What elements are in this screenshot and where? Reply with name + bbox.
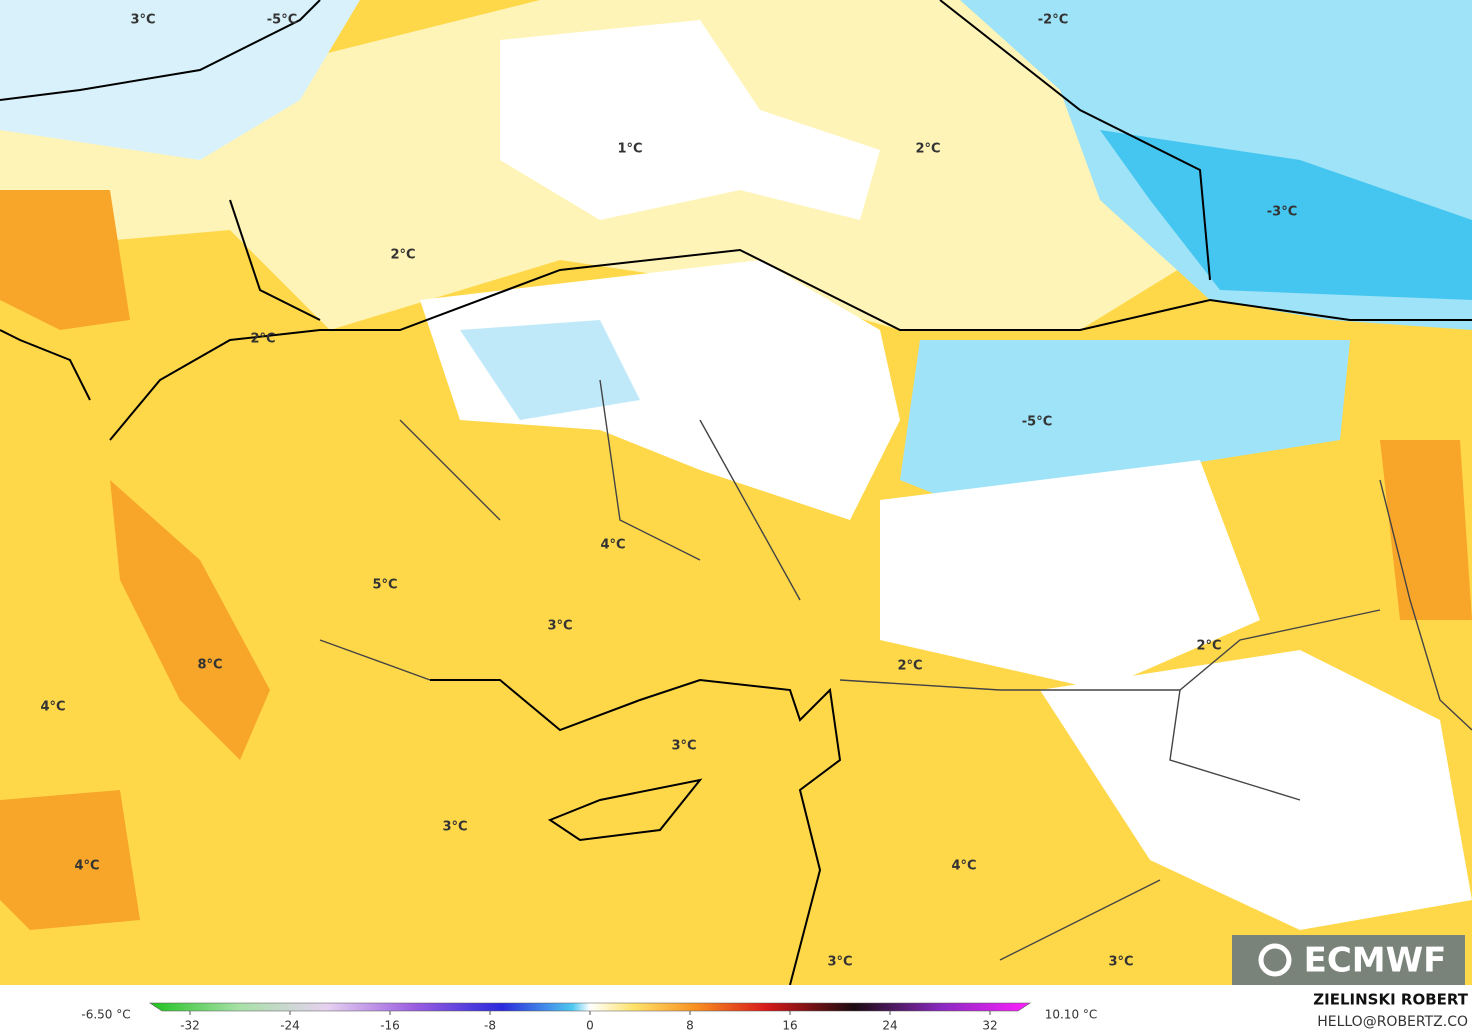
- temperature-label: 8°C: [197, 658, 222, 673]
- temperature-label: 4°C: [951, 859, 976, 874]
- warm-area: [1380, 440, 1472, 620]
- temperature-label: 3°C: [130, 13, 155, 28]
- temperature-label: 2°C: [1196, 639, 1221, 654]
- temperature-label: 2°C: [915, 142, 940, 157]
- temperature-label: 5°C: [372, 578, 397, 593]
- temperature-label: -2°C: [1038, 13, 1068, 28]
- logo-box: [1232, 935, 1465, 985]
- logo-text: ECMWF: [1304, 941, 1447, 981]
- colorbar-tick-label: 8: [686, 1019, 694, 1033]
- logo-icon: [1258, 943, 1292, 977]
- colorbar-tick-label: 32: [982, 1019, 997, 1033]
- temperature-label: 2°C: [250, 332, 275, 347]
- colorbar-tick-label: -32: [180, 1019, 200, 1033]
- temperature-label: -3°C: [1267, 205, 1297, 220]
- temperature-label: 4°C: [600, 538, 625, 553]
- colorbar-tick-label: 24: [882, 1019, 897, 1033]
- colorbar-max: 10.10 °C: [1045, 1008, 1098, 1022]
- cool-area: [1040, 650, 1472, 930]
- map: [0, 0, 1472, 986]
- cold-area: [0, 0, 360, 160]
- cool-area: [880, 460, 1260, 690]
- warm-area: [110, 480, 270, 760]
- temperature-label: 1°C: [617, 142, 642, 157]
- cold-area: [1100, 130, 1472, 300]
- colorbar-tick-label: -16: [380, 1019, 400, 1033]
- warm-area: [0, 790, 140, 930]
- coastline: [0, 0, 1472, 986]
- temperature-label: 3°C: [442, 820, 467, 835]
- temperature-label: -5°C: [267, 13, 297, 28]
- cold-area: [460, 320, 640, 420]
- warm-area: [0, 190, 130, 330]
- temperature-label: -5°C: [1022, 415, 1052, 430]
- temperature-label: 4°C: [74, 859, 99, 874]
- sea-area: [500, 20, 880, 220]
- colorbar: [149, 1002, 1031, 1012]
- temperature-label: 2°C: [897, 659, 922, 674]
- email: HELLO@ROBERTZ.CO: [1317, 1014, 1468, 1030]
- colorbar-tick-label: 16: [782, 1019, 797, 1033]
- colorbar-tick-label: -24: [280, 1019, 300, 1033]
- temperature-label: 3°C: [827, 955, 852, 970]
- author: ZIELINSKI ROBERT: [1313, 991, 1468, 1009]
- colorbar-min: -6.50 °C: [81, 1008, 130, 1022]
- colorbar-tick-label: 0: [586, 1019, 594, 1033]
- temperature-label: 3°C: [1108, 955, 1133, 970]
- cold-area: [900, 340, 1350, 520]
- border: [319, 379, 1472, 961]
- temperature-label: 2°C: [390, 248, 415, 263]
- temperature-label: 3°C: [671, 739, 696, 754]
- map-labels: 3°C -5°C -2°C 1°C 2°C -3°C 2°C 2°C -5°C 4°C 5°C 3°C…: [40, 13, 1297, 970]
- colorbar-tick-label: -8: [484, 1019, 496, 1033]
- temperature-label: 3°C: [547, 619, 572, 634]
- temperature-label: 4°C: [40, 700, 65, 715]
